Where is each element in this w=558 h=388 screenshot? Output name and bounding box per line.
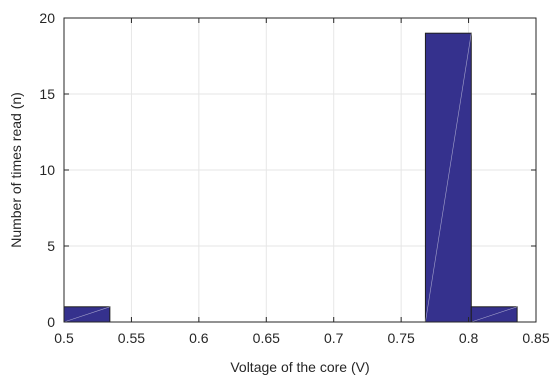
x-tick-label-5: 0.75 [388,330,415,346]
labels-layer: 0.5 0.55 0.6 0.65 0.7 0.75 0.8 0.85 0 5 10 15 20 Volt… [8,10,550,375]
x-tick-label-7: 0.85 [522,330,549,346]
y-tick-label-3: 15 [39,86,55,102]
y-tick-label-0: 0 [47,314,55,330]
x-tick-label-6: 0.8 [459,330,479,346]
histogram-bar-highlight-9 [471,306,518,323]
x-axis-title: Voltage of the core (V) [230,359,369,375]
histogram-bar-highlight-0 [63,306,110,323]
x-tick-label-4: 0.7 [324,330,344,346]
y-tick-label-2: 10 [39,162,55,178]
x-tick-label-2: 0.6 [189,330,209,346]
x-tick-label-3: 0.65 [253,330,280,346]
y-axis-title: Number of times read (n) [8,92,24,248]
x-tick-label-0: 0.5 [54,330,74,346]
axes-layer [63,17,537,323]
x-tick-label-1: 0.55 [118,330,145,346]
histogram-bar-highlight-8 [425,33,472,323]
y-tick-label-4: 20 [39,10,55,26]
bars-layer [63,32,518,323]
y-tick-label-1: 5 [47,238,55,254]
